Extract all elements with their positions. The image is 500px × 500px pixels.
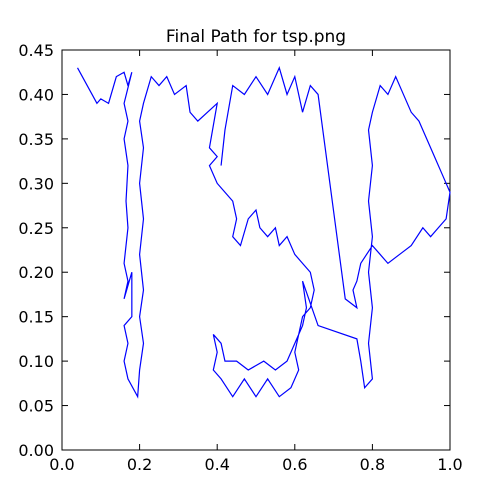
y-tick-label: 0.05 [18, 397, 54, 416]
y-tick-label: 0.40 [18, 85, 54, 104]
y-tick-label: 0.15 [18, 308, 54, 327]
x-tick-label: 0.8 [360, 455, 385, 474]
plot-frame [61, 49, 451, 451]
x-tick-label: 0.2 [127, 455, 152, 474]
x-tick-label: 0.0 [49, 455, 74, 474]
x-tick-label: 0.4 [204, 455, 229, 474]
y-tick-label: 0.35 [18, 130, 54, 149]
y-tick-label: 0.00 [18, 441, 54, 460]
y-tick-label: 0.45 [18, 41, 54, 60]
y-tick-label: 0.25 [18, 219, 54, 238]
y-tick-label: 0.10 [18, 352, 54, 371]
y-tick-label: 0.30 [18, 174, 54, 193]
x-tick-label: 1.0 [437, 455, 462, 474]
y-tick-label: 0.20 [18, 263, 54, 282]
line-series [76, 66, 451, 399]
chart-title: Final Path for tsp.png [166, 27, 346, 47]
x-tick-label: 0.6 [282, 455, 307, 474]
